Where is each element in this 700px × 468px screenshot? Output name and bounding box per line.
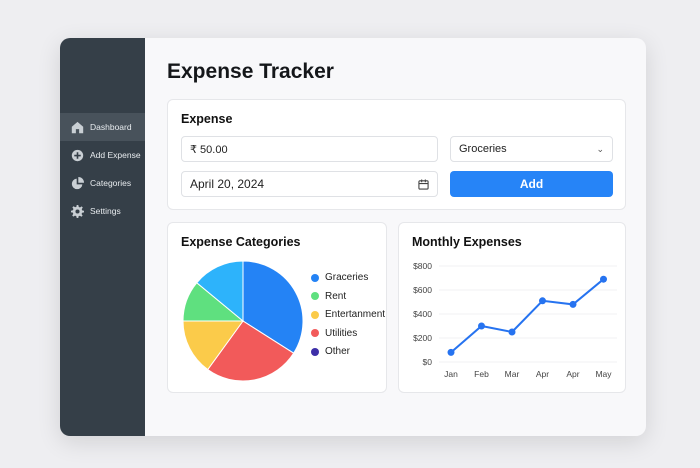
sidebar-item-add-expense[interactable]: Add Expense <box>60 141 145 169</box>
legend-swatch <box>311 329 319 337</box>
x-tick-label: Feb <box>474 369 489 379</box>
legend-label: Graceries <box>325 272 369 283</box>
legend-swatch <box>311 310 319 319</box>
pie-chart-icon <box>71 176 84 189</box>
data-point <box>447 348 455 356</box>
x-tick-label: May <box>595 369 612 379</box>
x-tick-label: Apr <box>566 369 579 379</box>
pie-slice-4 <box>196 260 244 323</box>
legend-label: Utilities <box>325 327 358 339</box>
sidebar-item-label: Categories <box>90 178 132 188</box>
sidebar: Dashboard Add Expense Categories Setting… <box>60 38 145 436</box>
amount-value: ₹ 50.00 <box>190 143 228 156</box>
plus-circle-icon <box>71 149 84 161</box>
calendar-icon[interactable] <box>418 178 429 190</box>
app-window: Dashboard Add Expense Categories Setting… <box>60 38 646 436</box>
data-point <box>569 300 577 308</box>
sidebar-item-dashboard[interactable]: Dashboard <box>60 113 145 141</box>
x-tick-label: Apr <box>536 369 549 379</box>
data-point <box>539 297 546 305</box>
chevron-down-icon: ⌄ <box>596 143 604 154</box>
category-select[interactable]: Groceries ⌄ <box>450 136 613 162</box>
legend-item: Graceries <box>311 272 368 283</box>
line-chart: $0 $200 $400 $600 $800 Jan Feb Mar Apr Apr May <box>413 261 617 379</box>
card-title: Expense <box>181 112 233 126</box>
card-title: Expense Categories <box>181 235 301 249</box>
pie-slice-2 <box>182 320 244 371</box>
legend-item: Entertanment <box>311 309 385 320</box>
sidebar-item-categories[interactable]: Categories <box>60 169 145 197</box>
y-tick-label: $600 <box>413 285 432 295</box>
amount-input[interactable]: ₹ 50.00 <box>181 136 438 162</box>
legend-item: Other <box>311 346 350 357</box>
y-tick-label: $200 <box>413 333 432 343</box>
data-point <box>478 322 485 330</box>
legend-label: Rent <box>325 290 347 302</box>
legend-label: Entertanment <box>325 309 386 320</box>
y-tick-label: $400 <box>413 309 432 319</box>
sidebar-item-label: Settings <box>90 206 121 216</box>
page-title: Expense Tracker <box>167 60 334 83</box>
expense-categories-card: Expense Categories Graceries Rent Entertan… <box>167 222 387 393</box>
data-point <box>508 328 516 336</box>
expense-form-card: Expense ₹ 50.00 Groceries ⌄ April 20, 202… <box>167 99 626 210</box>
legend-swatch <box>311 273 319 282</box>
date-input[interactable]: April 20, 2024 <box>181 171 438 197</box>
y-tick-label: $800 <box>413 261 432 271</box>
x-tick-label: Mar <box>505 369 520 379</box>
legend-item: Utilities <box>311 328 357 339</box>
x-tick-label: Jan <box>444 369 458 379</box>
sidebar-item-label: Dashboard <box>90 122 132 132</box>
sidebar-item-label: Add Expense <box>90 150 141 160</box>
date-value: April 20, 2024 <box>190 177 265 191</box>
add-button[interactable]: Add <box>450 171 613 197</box>
category-value: Groceries <box>459 143 507 155</box>
pie-chart <box>182 260 304 382</box>
series-line <box>450 278 605 354</box>
legend-swatch <box>311 347 319 356</box>
sidebar-item-settings[interactable]: Settings <box>60 197 145 225</box>
monthly-expenses-card: Monthly Expenses $0 $200 $400 $600 $800 Jan Fe… <box>398 222 626 393</box>
gear-icon <box>71 204 84 218</box>
home-icon <box>71 121 84 133</box>
legend-label: Other <box>325 346 351 357</box>
y-tick-label: $0 <box>423 357 433 367</box>
pie-slice-1 <box>207 320 295 382</box>
data-point <box>600 275 607 283</box>
legend-item: Rent <box>311 291 346 302</box>
legend-swatch <box>311 292 319 300</box>
card-title: Monthly Expenses <box>412 235 522 249</box>
